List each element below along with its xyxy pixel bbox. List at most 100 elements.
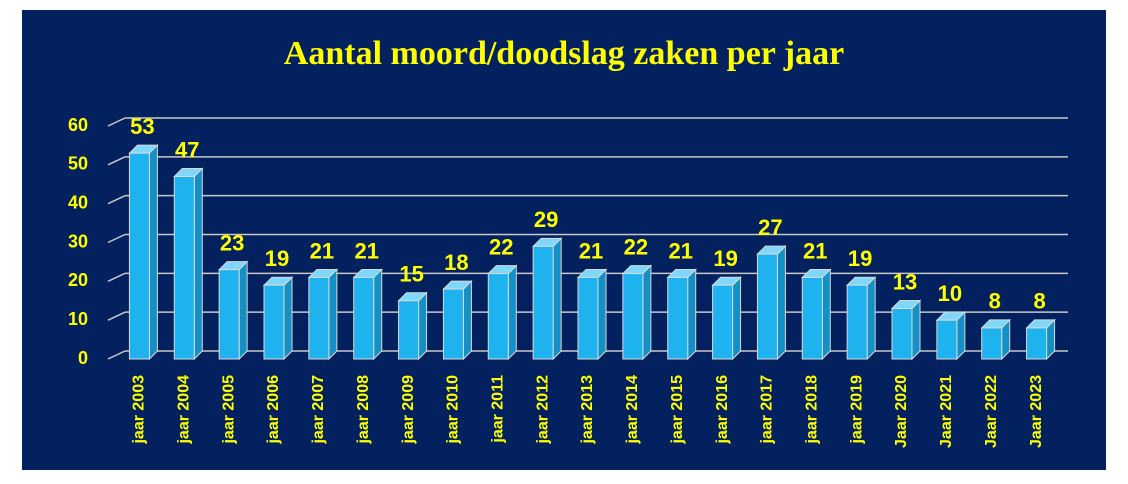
grid-line-depth <box>107 194 126 205</box>
bar-side <box>552 237 562 361</box>
bar <box>531 237 563 361</box>
bar-side <box>328 268 338 361</box>
bar-front <box>308 276 330 360</box>
bar <box>711 276 742 361</box>
bar <box>307 268 339 361</box>
grid-line-depth <box>107 311 126 321</box>
y-tick-label: 50 <box>68 154 88 174</box>
x-tick-label: jaar 2015 <box>669 375 686 445</box>
bar-side <box>238 260 248 361</box>
data-label: 19 <box>713 246 737 271</box>
bar-front <box>173 175 195 360</box>
data-label: 19 <box>265 246 289 271</box>
data-label: 15 <box>399 262 423 287</box>
bar-side <box>732 276 742 361</box>
bar-side <box>462 279 472 361</box>
bar-front <box>442 288 464 360</box>
data-label: 22 <box>489 234 513 259</box>
x-tick-label: Jaar 2023 <box>1028 375 1045 448</box>
x-tick-label: jaar 2018 <box>804 375 821 445</box>
data-label: 13 <box>893 269 917 294</box>
bar-side <box>373 268 383 361</box>
data-label: 19 <box>848 246 872 271</box>
bar <box>1025 318 1056 361</box>
bar-front <box>353 276 375 360</box>
x-tick-label: Jaar 2021 <box>938 375 955 448</box>
x-tick-label: jaar 2008 <box>355 375 372 445</box>
bar <box>352 268 383 361</box>
grid-line-depth <box>107 272 126 283</box>
bar-front <box>846 284 868 360</box>
bar-side <box>642 264 652 361</box>
bar-side <box>148 143 158 361</box>
bar <box>980 318 1011 361</box>
x-tick-label: Jaar 2020 <box>893 375 910 448</box>
bar-side <box>776 244 786 361</box>
data-label: 22 <box>624 234 648 259</box>
data-label: 21 <box>579 238 603 263</box>
grid-line-depth <box>107 156 126 166</box>
data-label: 47 <box>175 137 199 162</box>
y-tick-label: 30 <box>68 231 88 251</box>
data-label: 27 <box>758 215 782 240</box>
bar-front <box>398 300 420 360</box>
x-tick-label: Jaar 2022 <box>983 375 1000 448</box>
bar <box>890 299 922 361</box>
bar <box>487 264 518 361</box>
grid-line-depth <box>107 117 126 127</box>
bar-front <box>622 273 644 360</box>
x-tick-label: jaar 2003 <box>131 375 148 445</box>
x-tick-label: jaar 2010 <box>445 375 462 445</box>
bar-front <box>712 284 734 360</box>
x-tick-label: jaar 2013 <box>579 375 596 445</box>
bar-front <box>981 327 1003 360</box>
bar-front <box>487 273 509 360</box>
data-label: 21 <box>803 238 827 263</box>
data-label: 10 <box>938 281 962 306</box>
grid-line-depth <box>107 350 126 360</box>
data-label: 18 <box>444 250 468 275</box>
bar-side <box>193 167 203 361</box>
bar-side <box>418 291 428 361</box>
bar-side <box>821 268 831 361</box>
data-label: 23 <box>220 230 244 255</box>
x-tick-label: jaar 2014 <box>624 375 641 445</box>
bar-front <box>1026 327 1048 360</box>
x-tick-label: jaar 2017 <box>759 375 776 445</box>
x-tick-label: jaar 2012 <box>534 375 551 445</box>
x-tick-label: jaar 2007 <box>310 375 327 445</box>
x-tick-label: jaar 2009 <box>400 375 417 445</box>
x-tick-label: jaar 2004 <box>176 375 193 445</box>
x-tick-label: jaar 2011 <box>490 375 507 444</box>
bar-front <box>891 308 913 360</box>
data-label: 21 <box>354 238 378 263</box>
bar <box>621 264 653 361</box>
data-label: 21 <box>310 238 334 263</box>
bar-side <box>507 264 517 361</box>
bar-front <box>667 276 689 360</box>
y-tick-label: 0 <box>78 348 88 368</box>
grid-line-depth <box>107 233 126 244</box>
bar-side <box>687 268 697 361</box>
x-tick-label: jaar 2006 <box>265 375 282 445</box>
x-tick-label: jaar 2016 <box>714 375 731 445</box>
bar <box>845 276 877 361</box>
y-tick-label: 20 <box>68 270 88 290</box>
bar-side <box>866 276 876 361</box>
bar-side <box>283 276 293 361</box>
bar <box>173 167 204 361</box>
bar-front <box>532 245 554 360</box>
bar <box>666 268 697 361</box>
y-tick-label: 10 <box>68 309 88 329</box>
data-label: 8 <box>1033 289 1045 314</box>
y-tick-label: 40 <box>68 192 88 212</box>
bar-front <box>218 269 240 360</box>
data-label: 21 <box>668 238 692 263</box>
x-tick-label: jaar 2005 <box>220 375 237 445</box>
bar-front <box>756 253 778 360</box>
y-tick-label: 60 <box>68 115 88 135</box>
bar-front <box>128 152 150 360</box>
bar <box>262 276 294 361</box>
bar <box>442 279 473 361</box>
